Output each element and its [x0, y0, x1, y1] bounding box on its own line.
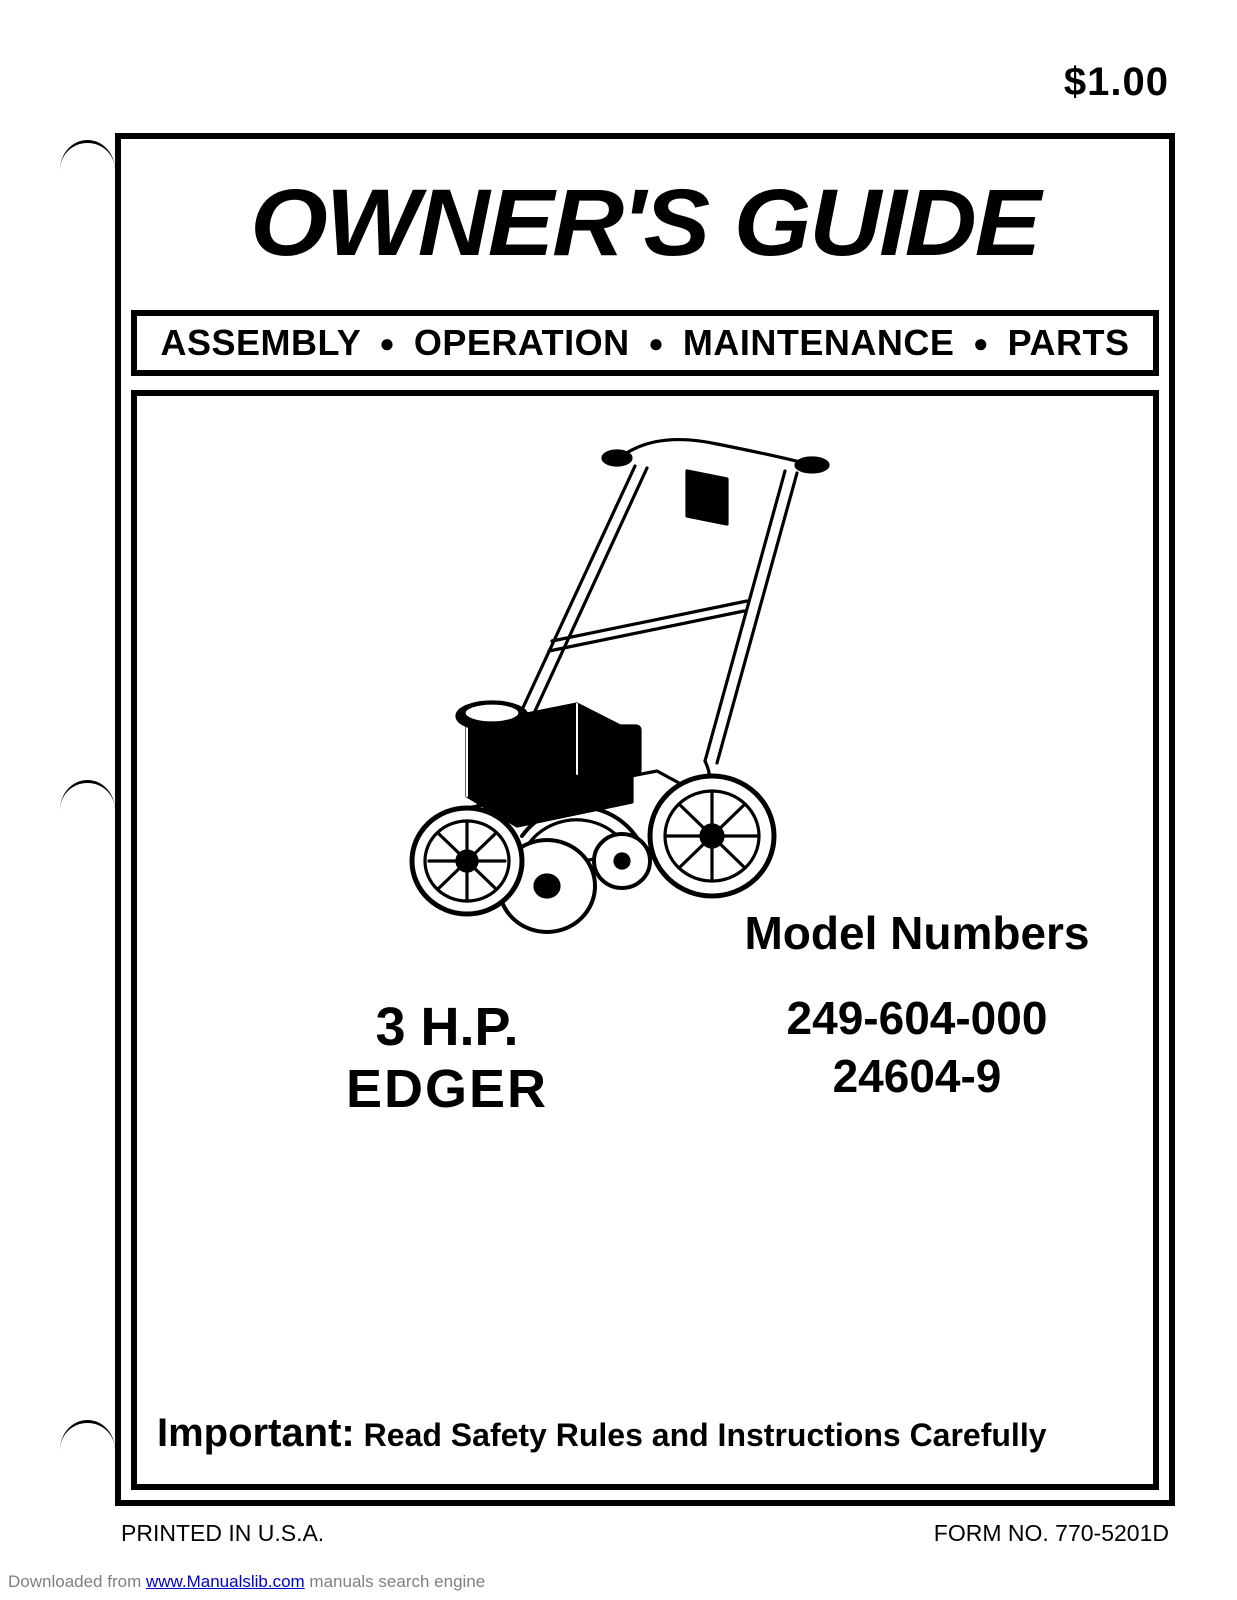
printed-in: PRINTED IN U.S.A. [121, 1520, 324, 1547]
model-number: 24604-9 [697, 1048, 1137, 1106]
page-container: $1.00 OWNER'S GUIDE ASSEMBLY ● OPERATION… [115, 60, 1175, 1547]
main-panel: 3 H.P. EDGER Model Numbers 249-604-000 2… [131, 390, 1159, 1490]
model-heading: Model Numbers [697, 906, 1137, 960]
download-watermark: Downloaded from www.Manualslib.com manua… [8, 1572, 485, 1592]
product-hp: 3 H.P. [267, 996, 627, 1058]
bullet-icon: ● [973, 328, 989, 359]
watermark-prefix: Downloaded from [8, 1572, 146, 1591]
watermark-suffix: manuals search engine [305, 1572, 486, 1591]
cover-frame: OWNER'S GUIDE ASSEMBLY ● OPERATION ● MAI… [115, 133, 1175, 1506]
page-footer: PRINTED IN U.S.A. FORM NO. 770-5201D [115, 1520, 1175, 1547]
price: $1.00 [115, 60, 1169, 105]
bullet-icon: ● [648, 328, 664, 359]
subtitle-item: OPERATION [414, 322, 630, 363]
binding-mark [60, 140, 115, 170]
edger-drawing-icon [317, 416, 877, 946]
binding-mark [60, 780, 115, 810]
subtitle-item: ASSEMBLY [160, 322, 360, 363]
product-illustration [317, 416, 877, 946]
important-notice: Important: Read Safety Rules and Instruc… [157, 1411, 1047, 1456]
form-number: FORM NO. 770-5201D [934, 1520, 1169, 1547]
subtitle-item: PARTS [1008, 322, 1130, 363]
product-name: 3 H.P. EDGER [267, 996, 627, 1120]
important-label: Important: [157, 1411, 355, 1455]
binding-mark [60, 1420, 115, 1450]
model-numbers-block: Model Numbers 249-604-000 24604-9 [697, 906, 1137, 1105]
title-box: OWNER'S GUIDE [131, 149, 1159, 296]
bullet-icon: ● [379, 328, 395, 359]
product-type: EDGER [267, 1058, 627, 1120]
model-number: 249-604-000 [697, 990, 1137, 1048]
subtitle-bar: ASSEMBLY ● OPERATION ● MAINTENANCE ● PAR… [131, 310, 1159, 376]
document-title: OWNER'S GUIDE [251, 169, 1040, 278]
watermark-link[interactable]: www.Manualslib.com [146, 1572, 305, 1591]
subtitle-item: MAINTENANCE [683, 322, 955, 363]
important-text: Read Safety Rules and Instructions Caref… [364, 1417, 1047, 1453]
